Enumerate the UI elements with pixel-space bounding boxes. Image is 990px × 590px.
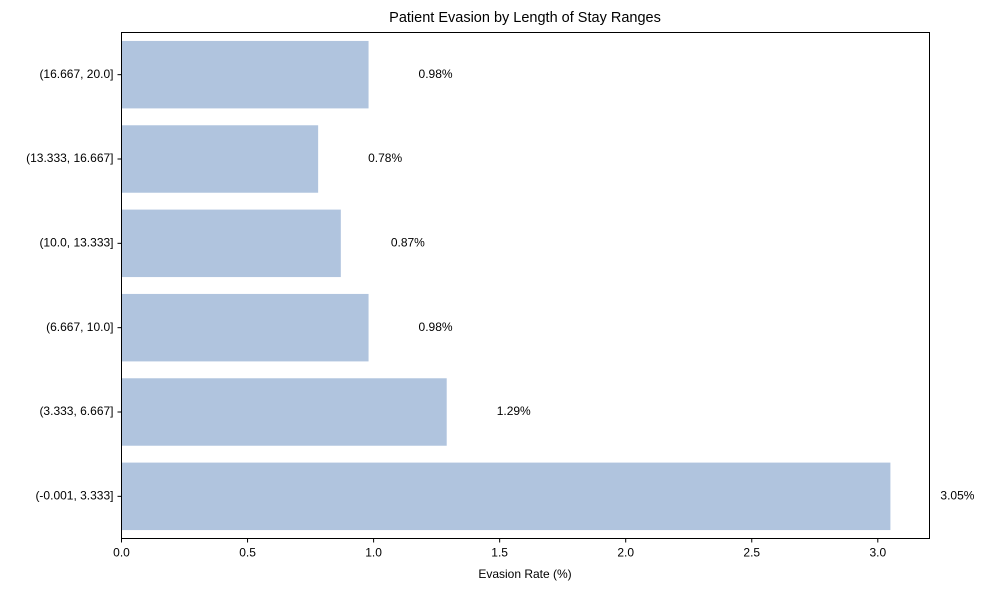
x-axis-ticks: 0.0 0.5 1.0 1.5 2.0 2.5 3.0: [113, 538, 886, 560]
plot-frame: [121, 32, 930, 539]
x-tick-label: 0.5: [239, 546, 256, 560]
y-tick-label: (3.333, 6.667]: [39, 404, 113, 418]
chart-title: Patient Evasion by Length of Stay Ranges: [389, 10, 661, 26]
x-axis-title: Evasion Rate (%): [478, 567, 571, 581]
bar-value-label: 0.98%: [419, 67, 453, 81]
x-tick-label: 0.0: [113, 546, 130, 560]
x-tick-label: 3.0: [869, 546, 886, 560]
x-tick-label: 2.5: [743, 546, 760, 560]
bar: [121, 293, 369, 362]
y-tick-label: (10.0, 13.333]: [39, 236, 113, 250]
x-tick-label: 2.0: [617, 546, 634, 560]
data-labels-group: 3.05% 1.29% 0.98% 0.87% 0.78% 0.98%: [368, 67, 975, 503]
bar: [121, 378, 447, 446]
bar-value-label: 0.87%: [391, 236, 425, 250]
bar: [121, 209, 341, 278]
y-tick-label: (-0.001, 3.333]: [35, 489, 113, 503]
y-axis-ticks: (-0.001, 3.333] (3.333, 6.667] (6.667, 10.…: [26, 67, 122, 503]
bar-value-label: 0.98%: [419, 320, 453, 334]
bar: [121, 125, 319, 193]
x-tick-label: 1.0: [365, 546, 382, 560]
bar-value-label: 1.29%: [497, 404, 531, 418]
bars-group: [121, 40, 891, 531]
y-tick-label: (13.333, 16.667]: [26, 151, 113, 165]
y-tick-label: (6.667, 10.0]: [46, 320, 113, 334]
bar: [121, 462, 891, 531]
bar: [121, 40, 369, 109]
x-tick-label: 1.5: [491, 546, 508, 560]
y-tick-label: (16.667, 20.0]: [39, 67, 113, 81]
bar-value-label: 3.05%: [940, 489, 974, 503]
bar-value-label: 0.78%: [368, 151, 402, 165]
